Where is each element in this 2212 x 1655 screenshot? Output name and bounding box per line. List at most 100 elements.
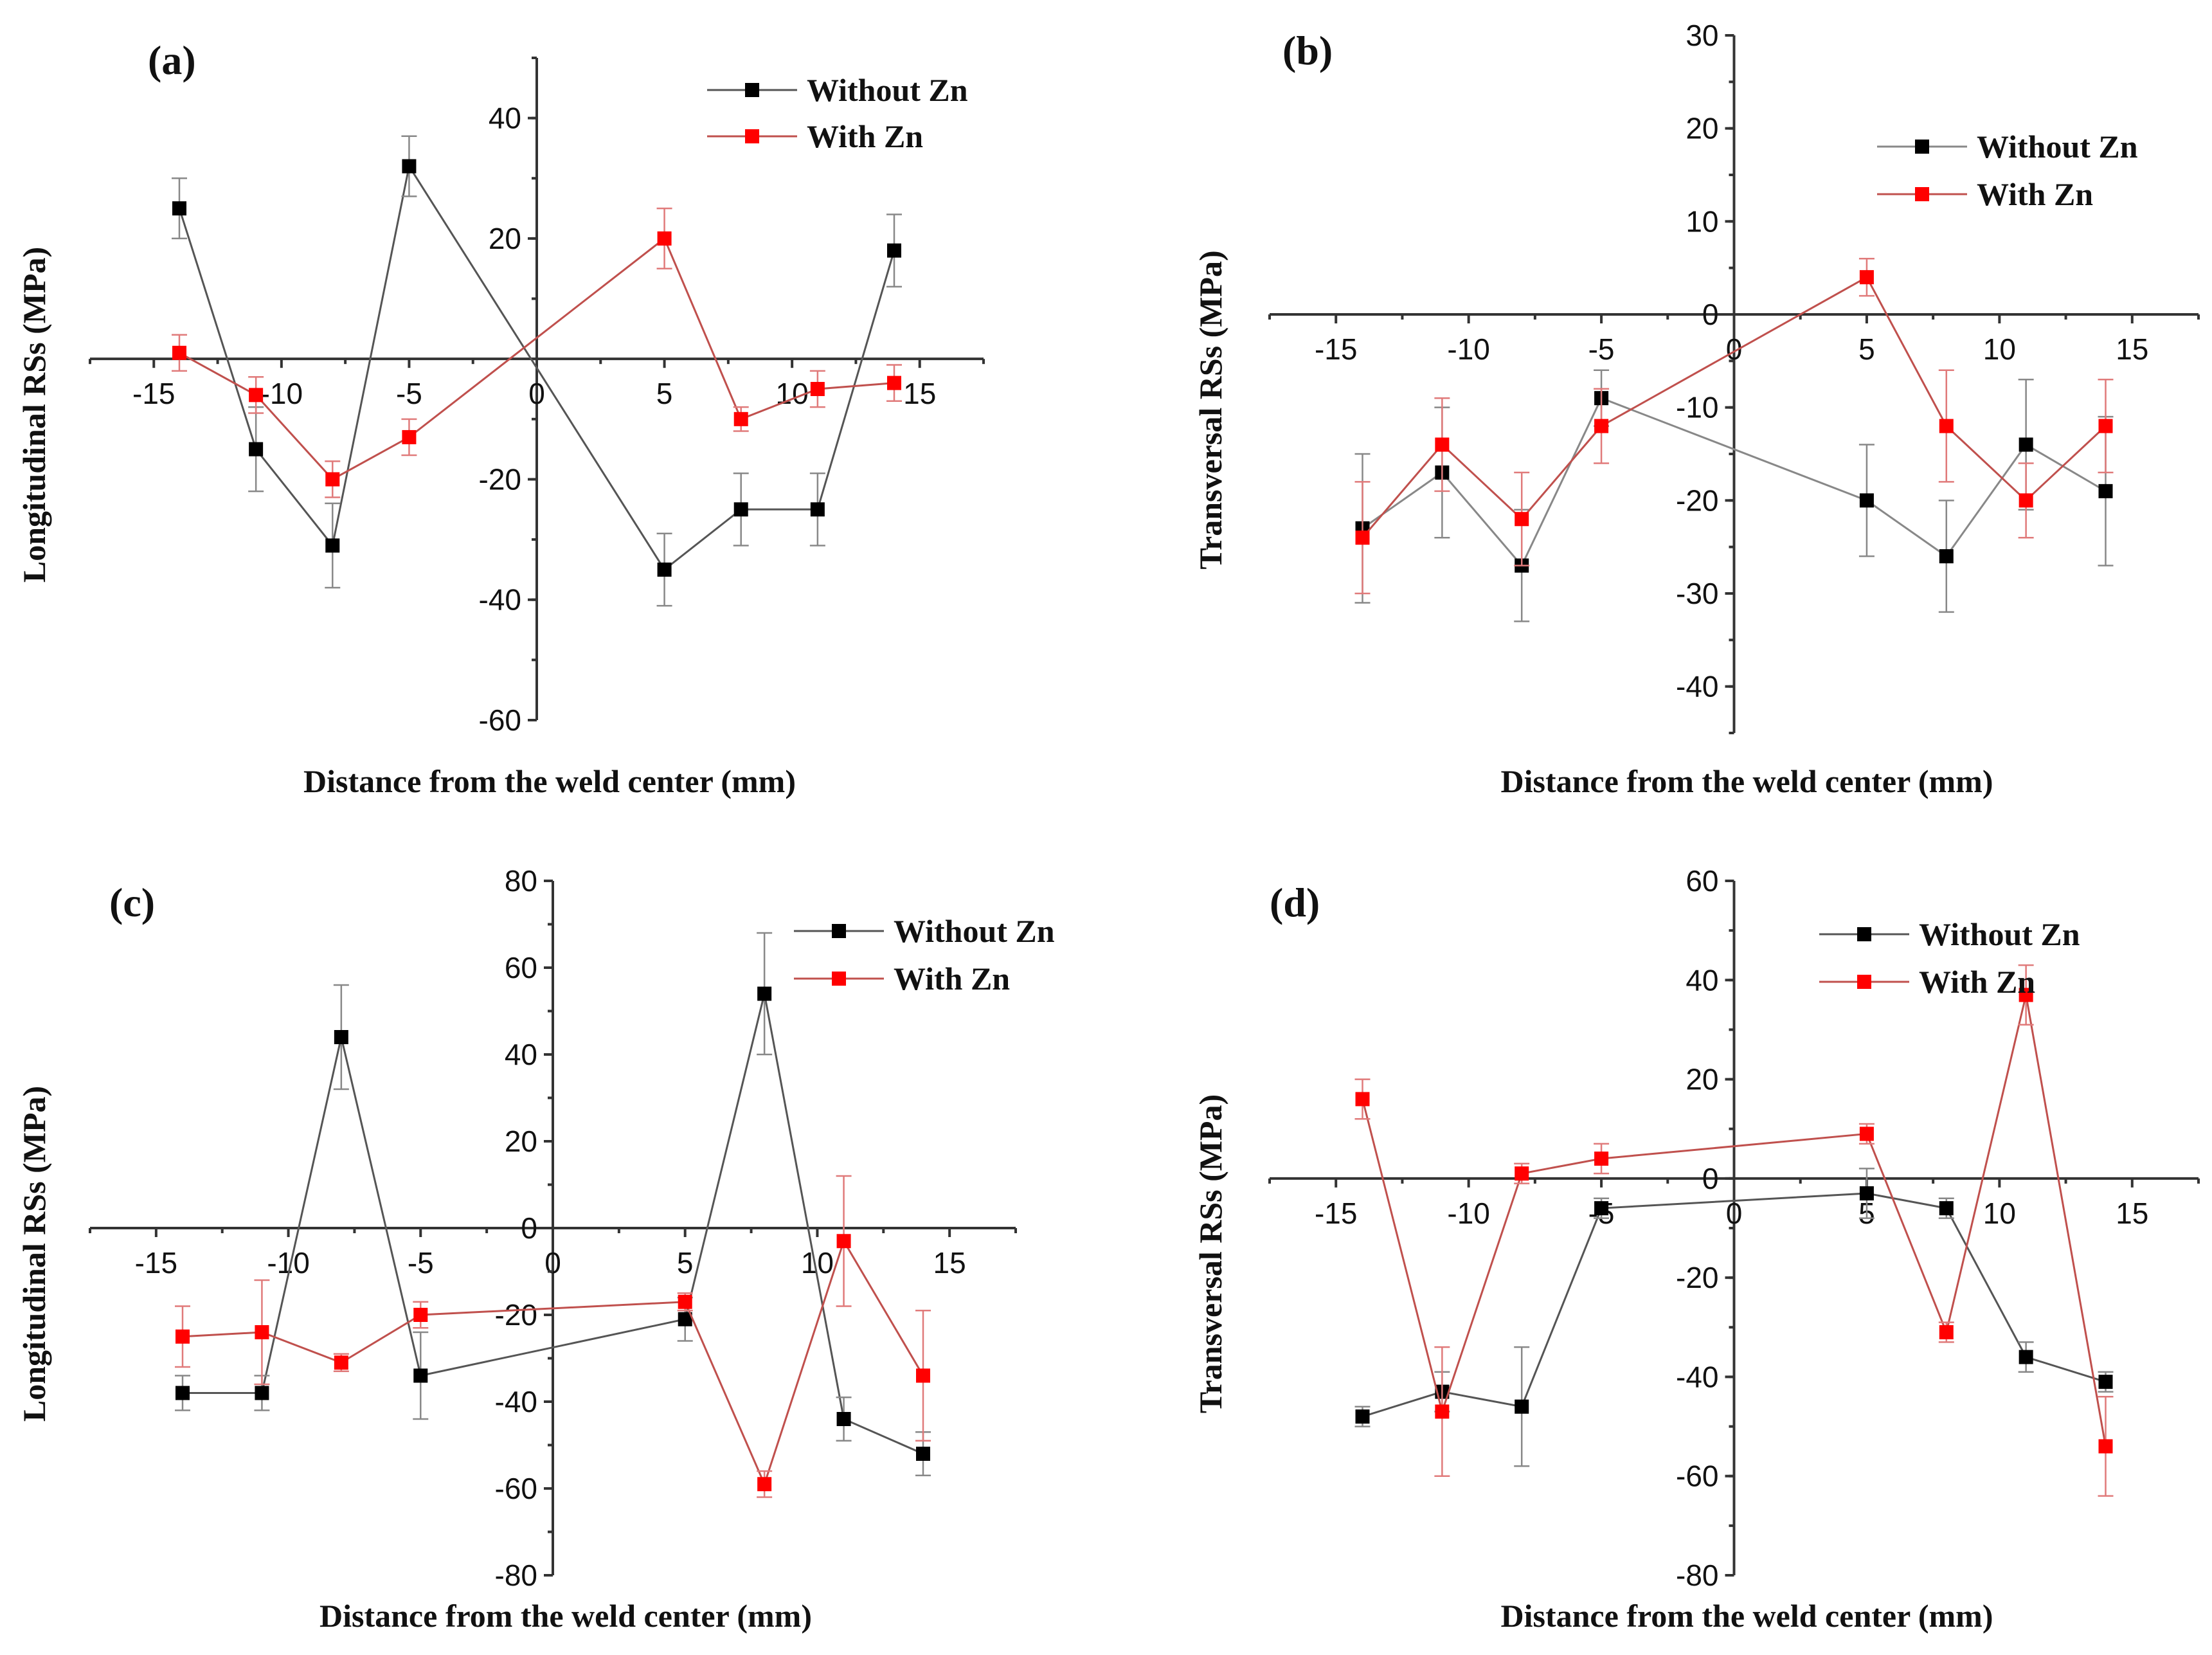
x-tick-label: 10: [776, 377, 809, 410]
series-without-zn: [175, 932, 931, 1476]
data-point: [1515, 512, 1529, 527]
series-line: [178, 163, 895, 572]
legend-marker: [1915, 187, 1929, 201]
data-point: [1859, 1126, 1874, 1141]
data-point: [175, 1386, 190, 1400]
data-point: [1515, 1166, 1529, 1181]
y-tick-label: -80: [495, 1559, 537, 1592]
legend-marker: [832, 972, 846, 986]
x-tick-label: 15: [2116, 332, 2148, 366]
y-tick-label: -60: [495, 1472, 537, 1505]
legend-marker: [745, 129, 759, 143]
data-point: [810, 502, 825, 517]
legend-label: Without Zn: [1977, 129, 2138, 165]
x-tick-label: 0: [528, 377, 545, 410]
series-without-zn: [172, 135, 902, 607]
data-point: [1594, 1201, 1609, 1216]
data-point: [1859, 1186, 1874, 1200]
legend-marker: [745, 83, 759, 97]
x-tick-label: -15: [132, 377, 175, 410]
y-axis-title: Transversal RSs (MPa): [1192, 1094, 1228, 1413]
data-point: [2019, 437, 2033, 452]
data-point: [325, 472, 340, 487]
y-tick-label: -20: [1676, 484, 1718, 517]
data-point: [413, 1368, 428, 1383]
data-point: [249, 442, 264, 457]
data-point: [657, 231, 672, 246]
chart-panel-c: -15 -10 -5 0 5 10 15-80-60-40-20020406080(c)Di…: [16, 864, 1055, 1634]
series-line: [1362, 1192, 2106, 1418]
x-tick-label: 15: [903, 377, 936, 410]
y-tick-label: 30: [1686, 19, 1718, 52]
legend-label: Without Zn: [1919, 916, 2080, 952]
y-tick-label: -80: [1676, 1559, 1718, 1592]
x-tick-label: -10: [1447, 1197, 1489, 1230]
series-with-zn: [1354, 964, 2114, 1497]
data-point: [413, 1308, 428, 1322]
y-tick-label: 20: [1686, 1063, 1718, 1096]
data-point: [836, 1412, 851, 1426]
data-point: [1594, 419, 1609, 433]
panel-label: (a): [148, 37, 196, 83]
legend-marker: [1915, 140, 1929, 154]
y-tick-label: -10: [1676, 391, 1718, 424]
y-tick-label: 60: [1686, 864, 1718, 898]
y-tick-label: 20: [1686, 112, 1718, 145]
data-point: [1435, 1404, 1450, 1419]
data-point: [2098, 1439, 2113, 1454]
data-point: [678, 1294, 692, 1309]
data-point: [1939, 549, 1954, 564]
x-tick-label: -5: [1588, 332, 1615, 366]
panel-label: (c): [109, 880, 155, 925]
y-tick-label: 40: [1686, 963, 1718, 997]
y-axis-title: Longitudinal RSs (MPa): [16, 1086, 52, 1422]
y-axis-title: Longitudinal RSs (MPa): [16, 247, 52, 583]
series-line: [1362, 397, 2107, 568]
data-point: [1355, 1409, 1370, 1424]
series-without-zn: [1354, 1168, 2114, 1467]
data-point: [887, 375, 901, 390]
legend-marker: [832, 924, 846, 938]
series-with-zn: [1354, 257, 2114, 595]
y-tick-label: 0: [1702, 1162, 1719, 1195]
x-tick-label: 15: [933, 1246, 966, 1280]
y-axis-title: Transversal RSs (MPa): [1192, 250, 1228, 569]
data-point: [2019, 1350, 2033, 1364]
data-point: [334, 1355, 348, 1370]
data-point: [1859, 493, 1874, 508]
y-tick-label: -60: [1676, 1460, 1718, 1493]
data-point: [2019, 988, 2033, 1002]
data-point: [172, 201, 186, 216]
data-point: [334, 1030, 348, 1044]
data-point: [1859, 270, 1874, 285]
y-tick-label: -40: [1676, 670, 1718, 703]
data-point: [678, 1312, 692, 1326]
data-point: [2098, 1375, 2113, 1389]
data-point: [733, 502, 748, 517]
data-point: [1435, 437, 1450, 452]
data-point: [2019, 493, 2033, 508]
data-point: [733, 411, 748, 426]
data-point: [402, 430, 417, 444]
y-tick-label: -40: [1676, 1360, 1718, 1393]
y-tick-label: -30: [1676, 577, 1718, 610]
legend-label: Without Zn: [807, 72, 968, 108]
legend-marker: [1857, 975, 1871, 989]
data-point: [402, 159, 417, 174]
series-with-zn: [172, 207, 902, 498]
x-tick-label: -10: [260, 377, 303, 410]
series-line: [182, 1238, 924, 1487]
data-point: [916, 1368, 930, 1383]
data-point: [172, 345, 186, 360]
x-tick-label: -10: [1447, 332, 1489, 366]
x-tick-label: -5: [408, 1246, 434, 1280]
data-point: [1355, 530, 1370, 545]
data-point: [657, 562, 672, 577]
y-tick-label: 0: [1702, 298, 1719, 331]
data-point: [1594, 1152, 1609, 1166]
series-with-zn: [175, 1175, 931, 1498]
series-line: [1362, 276, 2107, 539]
x-axis-title: Distance from the weld center (mm): [303, 763, 796, 799]
x-tick-label: 10: [1983, 1197, 2016, 1230]
